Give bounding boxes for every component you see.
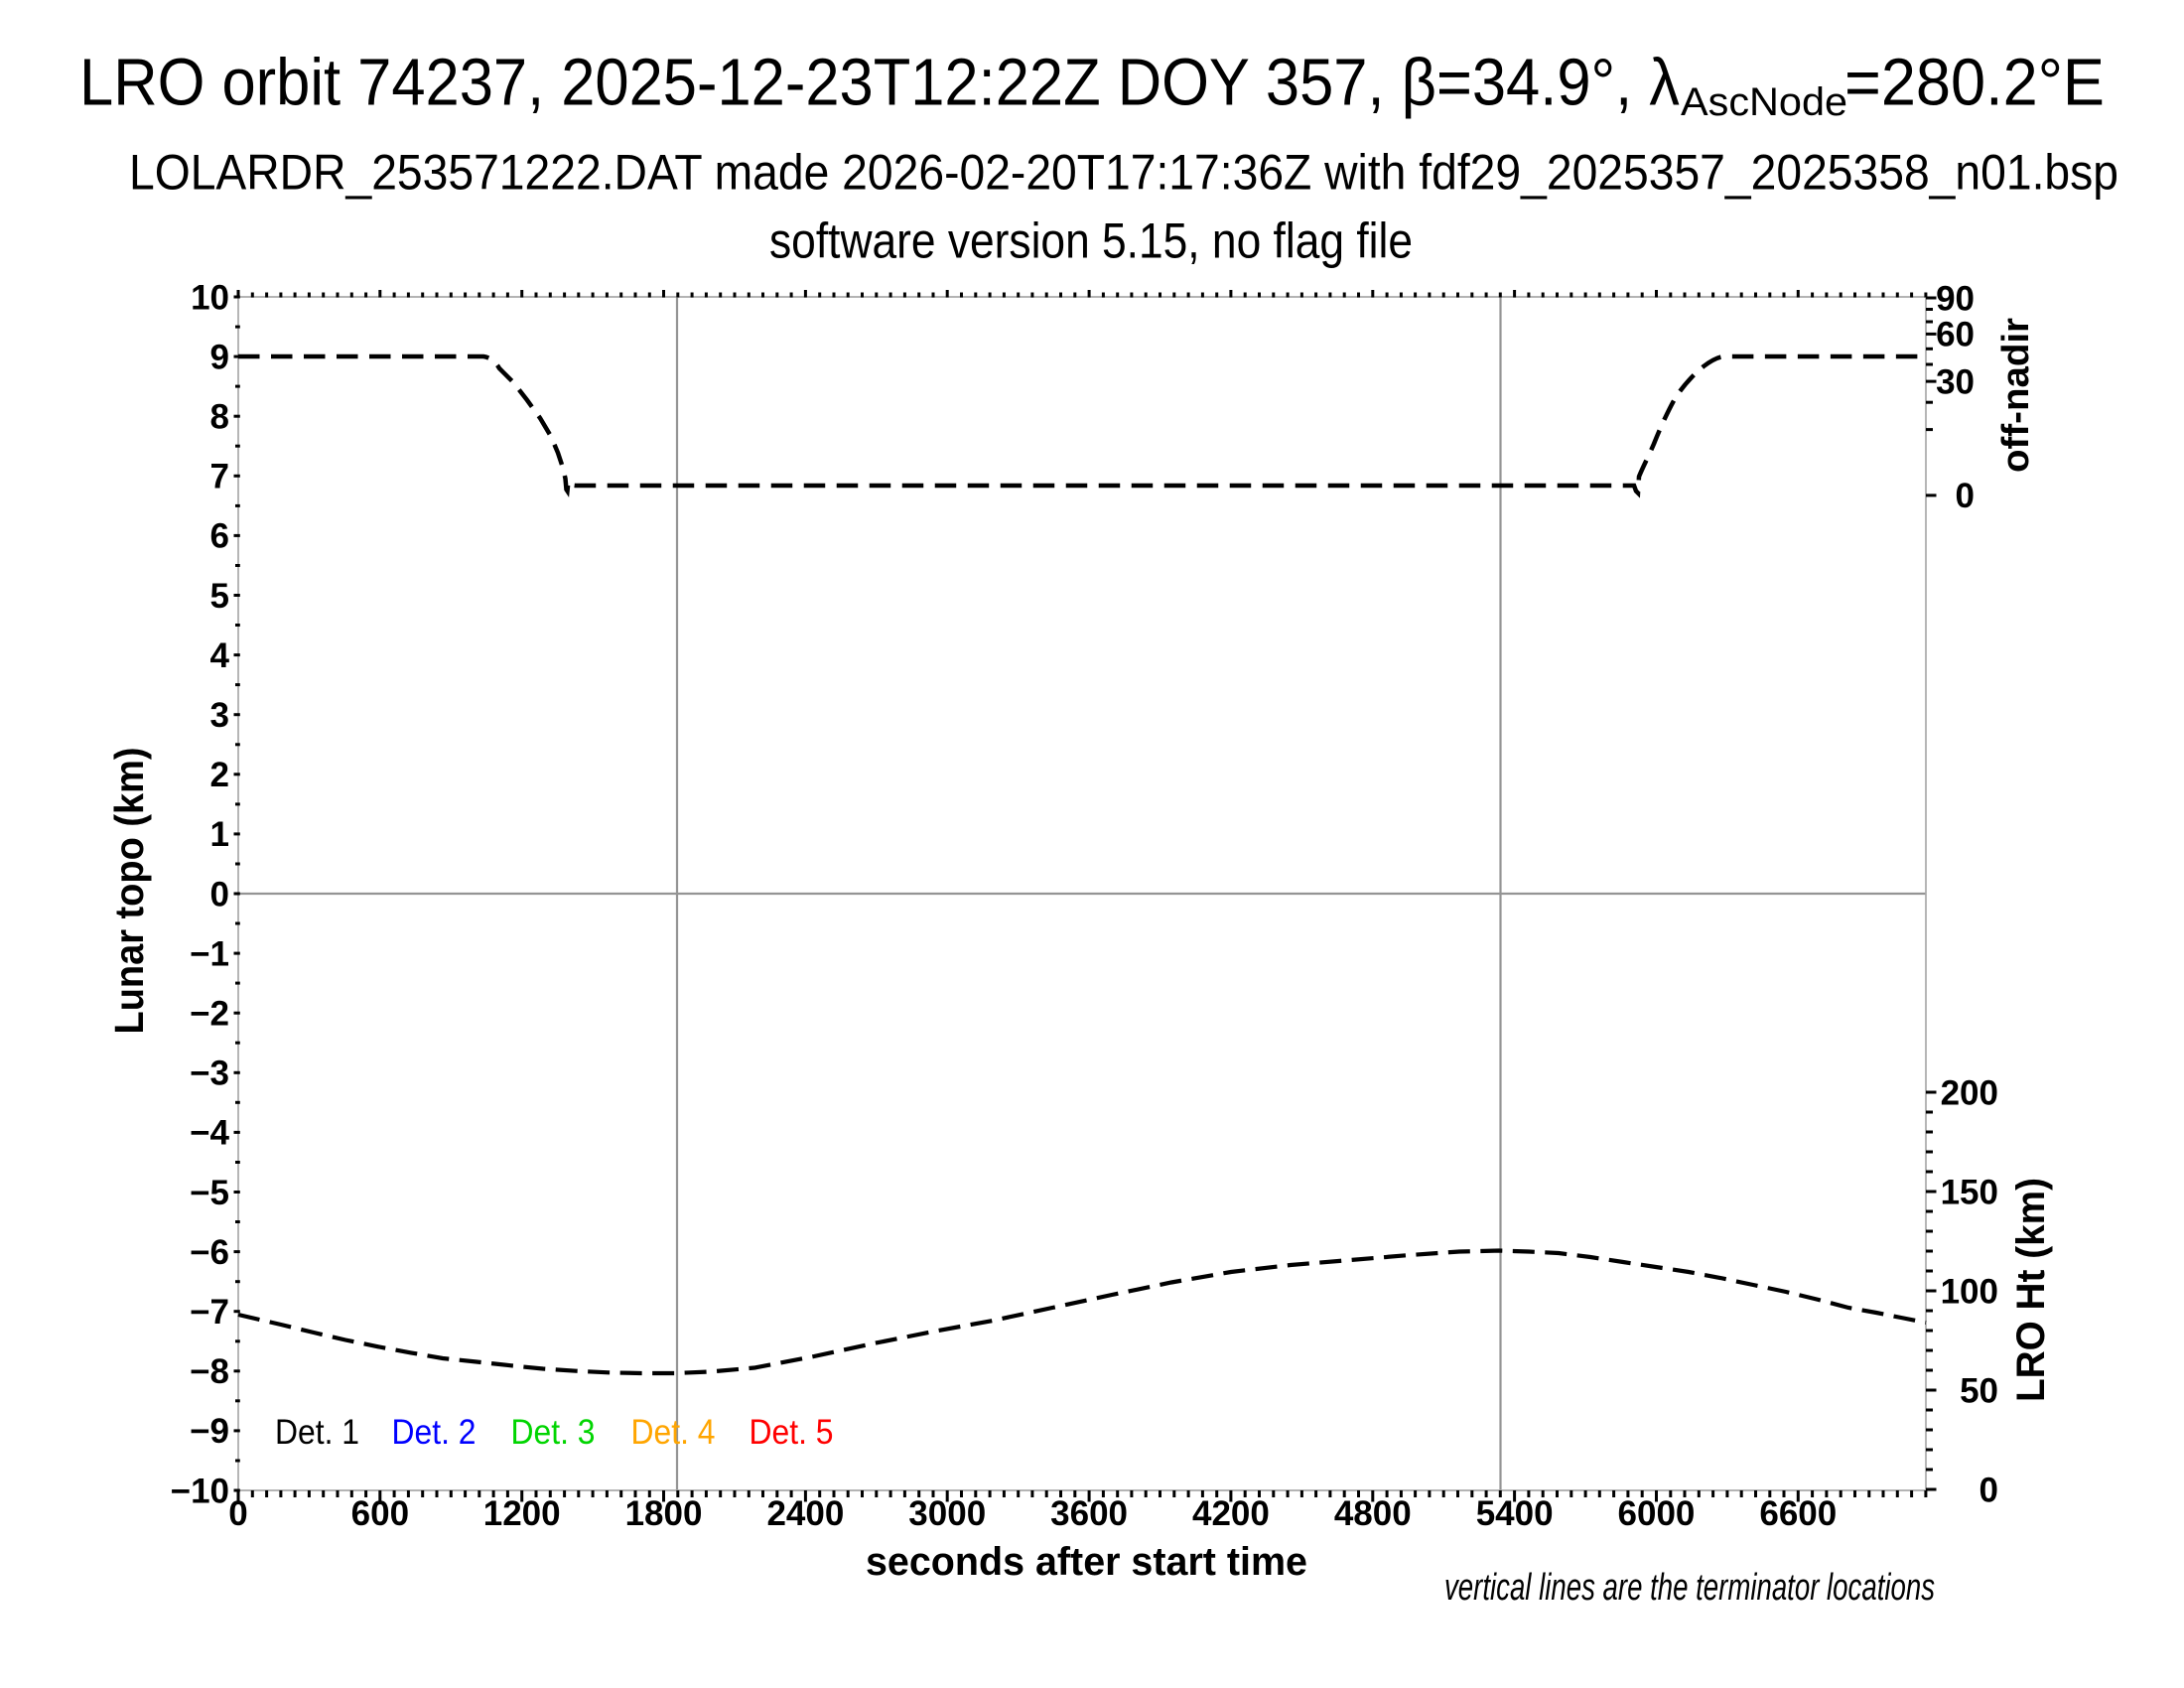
svg-text:30: 30	[1936, 362, 1975, 401]
svg-text:software version 5.15, no flag: software version 5.15, no flag file	[769, 213, 1413, 269]
svg-text:0: 0	[228, 1494, 247, 1533]
svg-text:1: 1	[210, 815, 229, 854]
svg-text:LRO orbit 74237, 2025-12-23T12: LRO orbit 74237, 2025-12-23T12:22Z DOY 3…	[79, 46, 1680, 120]
svg-text:Det. 3: Det. 3	[511, 1413, 596, 1452]
svg-text:5: 5	[210, 577, 229, 616]
svg-text:Det. 5: Det. 5	[750, 1413, 834, 1452]
svg-text:100: 100	[1941, 1272, 1998, 1311]
svg-text:3000: 3000	[908, 1494, 986, 1533]
svg-text:6600: 6600	[1759, 1494, 1837, 1533]
svg-text:4200: 4200	[1192, 1494, 1270, 1533]
svg-text:Lunar topo (km): Lunar topo (km)	[106, 748, 152, 1035]
svg-text:60: 60	[1936, 316, 1975, 354]
svg-text:−8: −8	[190, 1352, 229, 1391]
svg-text:4800: 4800	[1334, 1494, 1412, 1533]
svg-text:−7: −7	[190, 1293, 229, 1332]
svg-text:3: 3	[210, 696, 229, 735]
svg-text:0: 0	[1979, 1471, 1998, 1509]
svg-text:9: 9	[210, 338, 229, 376]
svg-text:50: 50	[1960, 1371, 1998, 1410]
svg-text:LOLARDR_253571222.DAT made 202: LOLARDR_253571222.DAT made 2026-02-20T17…	[129, 145, 2118, 201]
svg-text:200: 200	[1941, 1073, 1998, 1112]
svg-text:off-nadir: off-nadir	[1995, 318, 2037, 473]
svg-text:8: 8	[210, 398, 229, 437]
svg-text:150: 150	[1941, 1173, 1998, 1211]
svg-text:−4: −4	[190, 1114, 229, 1153]
svg-text:4: 4	[210, 636, 230, 675]
svg-text:0: 0	[210, 875, 229, 914]
svg-text:600: 600	[351, 1494, 409, 1533]
svg-text:3600: 3600	[1050, 1494, 1128, 1533]
svg-text:6000: 6000	[1618, 1494, 1696, 1533]
svg-text:−10: −10	[171, 1472, 229, 1510]
svg-text:AscNode: AscNode	[1681, 80, 1847, 124]
svg-text:−6: −6	[190, 1233, 229, 1272]
svg-text:−1: −1	[190, 934, 229, 973]
svg-text:−3: −3	[190, 1055, 229, 1093]
svg-text:−2: −2	[190, 995, 229, 1034]
svg-text:Det. 2: Det. 2	[392, 1413, 477, 1452]
svg-text:90: 90	[1936, 279, 1975, 318]
svg-text:LRO Ht (km): LRO Ht (km)	[2009, 1178, 2053, 1402]
svg-text:=280.2°E: =280.2°E	[1844, 46, 2105, 120]
svg-text:2400: 2400	[766, 1494, 844, 1533]
svg-text:2: 2	[210, 756, 229, 794]
svg-text:seconds after start time: seconds after start time	[866, 1540, 1307, 1584]
svg-text:7: 7	[210, 458, 229, 496]
svg-text:−5: −5	[190, 1174, 229, 1212]
svg-text:vertical lines are the termina: vertical lines are the terminator locati…	[1444, 1567, 1935, 1609]
svg-text:−9: −9	[190, 1412, 229, 1451]
svg-text:1200: 1200	[483, 1494, 561, 1533]
svg-text:1800: 1800	[625, 1494, 703, 1533]
svg-text:10: 10	[191, 278, 229, 317]
svg-text:6: 6	[210, 517, 229, 556]
svg-text:0: 0	[1956, 477, 1975, 515]
svg-text:5400: 5400	[1476, 1494, 1554, 1533]
svg-text:Det. 1: Det. 1	[275, 1413, 359, 1452]
svg-text:Det. 4: Det. 4	[631, 1413, 716, 1452]
